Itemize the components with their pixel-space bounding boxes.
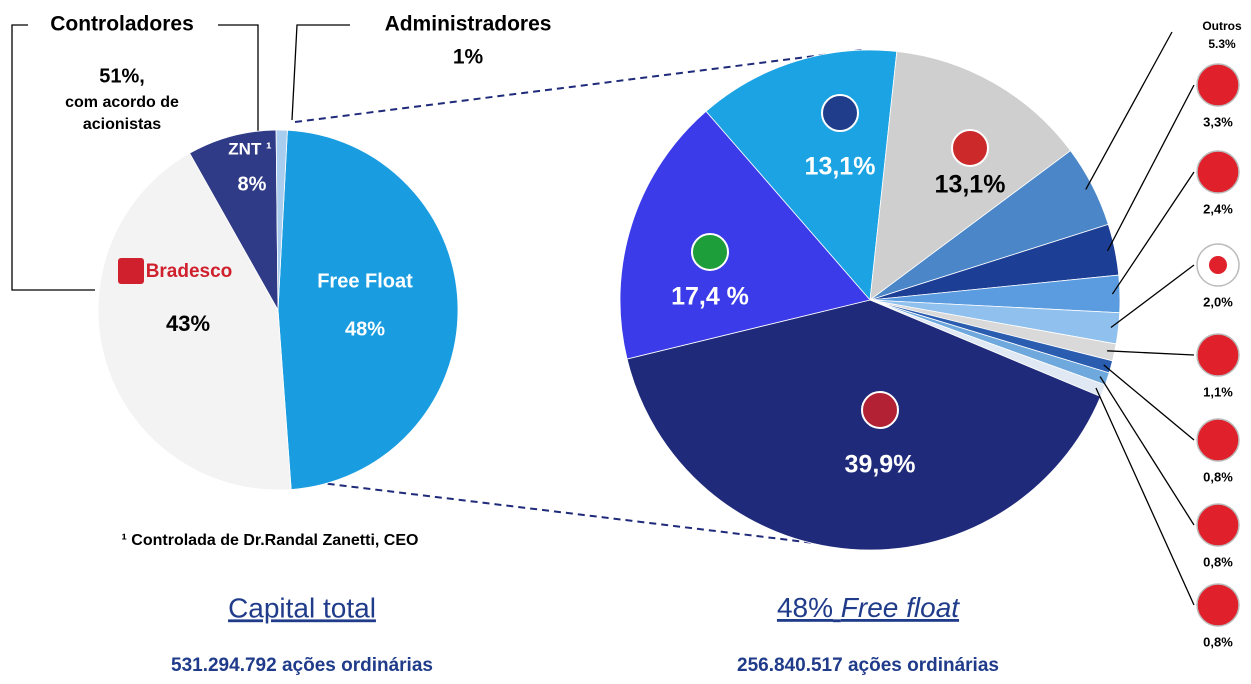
group-label: Controladores (50, 13, 194, 36)
leader-line (1103, 364, 1195, 441)
group-value: 51%, (99, 65, 145, 87)
flag-dot (1209, 256, 1227, 274)
value-label: 48% (345, 318, 385, 340)
leader-line (1110, 264, 1195, 329)
value-label: 2,4% (1203, 201, 1233, 216)
value-label: 3,3% (1203, 114, 1233, 129)
group-note: com acordo de (65, 94, 179, 111)
flag-icon (691, 233, 729, 271)
value-label: 17,4 % (671, 283, 749, 311)
flag-icon (1196, 583, 1240, 627)
category-label: Administradores (385, 13, 552, 36)
leader-line (1085, 31, 1173, 190)
value-label: 0,8% (1203, 469, 1233, 484)
pie-subtitle: 256.840.517 ações ordinárias (737, 655, 999, 676)
flag-icon (1196, 333, 1240, 377)
leader-line (1106, 84, 1195, 252)
category-label: Outros (1202, 19, 1242, 33)
flag-icon (821, 94, 859, 132)
value-label: 13,1% (805, 153, 876, 181)
category-label: ZNT ¹ (228, 139, 272, 158)
flag-icon (861, 391, 899, 429)
pie-subtitle: 531.294.792 ações ordinárias (171, 655, 433, 676)
category-label: Bradesco (146, 261, 233, 282)
leader-line (1111, 171, 1195, 295)
pie-slice (619, 110, 871, 360)
leader-line (218, 24, 259, 145)
pie-slice (189, 129, 279, 311)
pies (97, 49, 1121, 551)
pie-title: Capital total (228, 592, 376, 623)
leader-line (1107, 350, 1195, 356)
value-label: 1,1% (1203, 384, 1233, 399)
value-label: 5.3% (1208, 37, 1236, 51)
pie-slice (626, 299, 1102, 551)
title-part: 48% (777, 592, 833, 623)
leader-line (11, 24, 95, 291)
pie-slice (277, 129, 459, 490)
group-note: acionistas (83, 116, 161, 133)
value-label: 43% (166, 311, 210, 336)
value-label: 13,1% (935, 171, 1006, 199)
title-part: Free float (841, 592, 960, 623)
category-label: Free Float (317, 270, 413, 292)
pie-title: 48% Free float (777, 592, 960, 623)
value-label: 39,9% (845, 451, 916, 479)
footnote: ¹ Controlada de Dr.Randal Zanetti, CEO (122, 532, 419, 549)
value-label: 0,8% (1203, 634, 1233, 649)
leader-line (1099, 376, 1195, 526)
pie-slice (275, 129, 288, 311)
flag-icon (951, 129, 989, 167)
logo (118, 258, 144, 284)
value-label: 1% (453, 46, 484, 69)
leader-line (1095, 387, 1195, 606)
pie-slice (869, 51, 1072, 301)
pie-slice (97, 152, 292, 491)
value-label: 2,0% (1203, 294, 1233, 309)
flag-icon (1196, 150, 1240, 194)
zoom-line (279, 477, 856, 549)
value-label: 0,8% (1203, 554, 1233, 569)
flag-icon (1196, 418, 1240, 462)
flag-icon (1196, 63, 1240, 107)
leader-line (291, 24, 350, 121)
flag-icon (1196, 503, 1240, 547)
value-label: 8% (238, 173, 267, 195)
